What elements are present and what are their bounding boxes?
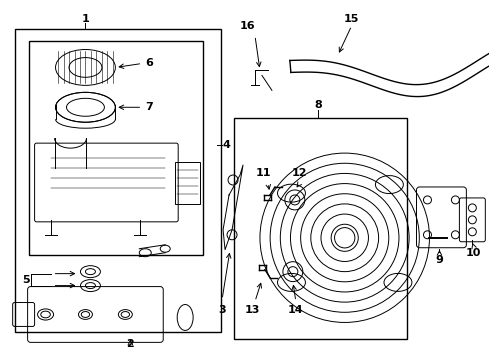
Bar [15, 28, 221, 332]
Text: 5: 5 [22, 275, 29, 285]
Text: 6: 6 [145, 58, 153, 68]
Text: 3: 3 [218, 305, 226, 315]
Text: 9: 9 [436, 255, 443, 265]
Text: 14: 14 [288, 305, 304, 315]
Text: 10: 10 [466, 248, 481, 258]
Bar [234, 118, 407, 339]
Text: 15: 15 [344, 14, 359, 24]
Text: 11: 11 [255, 168, 270, 178]
Text: 4: 4 [222, 140, 230, 150]
Text: 13: 13 [245, 305, 260, 315]
Bar [28, 41, 203, 255]
Text: 1: 1 [81, 14, 89, 24]
Text: 16: 16 [240, 21, 256, 31]
Text: 12: 12 [292, 168, 308, 178]
Text: 2: 2 [126, 339, 134, 349]
Text: 8: 8 [314, 100, 321, 110]
Text: 7: 7 [145, 102, 153, 112]
